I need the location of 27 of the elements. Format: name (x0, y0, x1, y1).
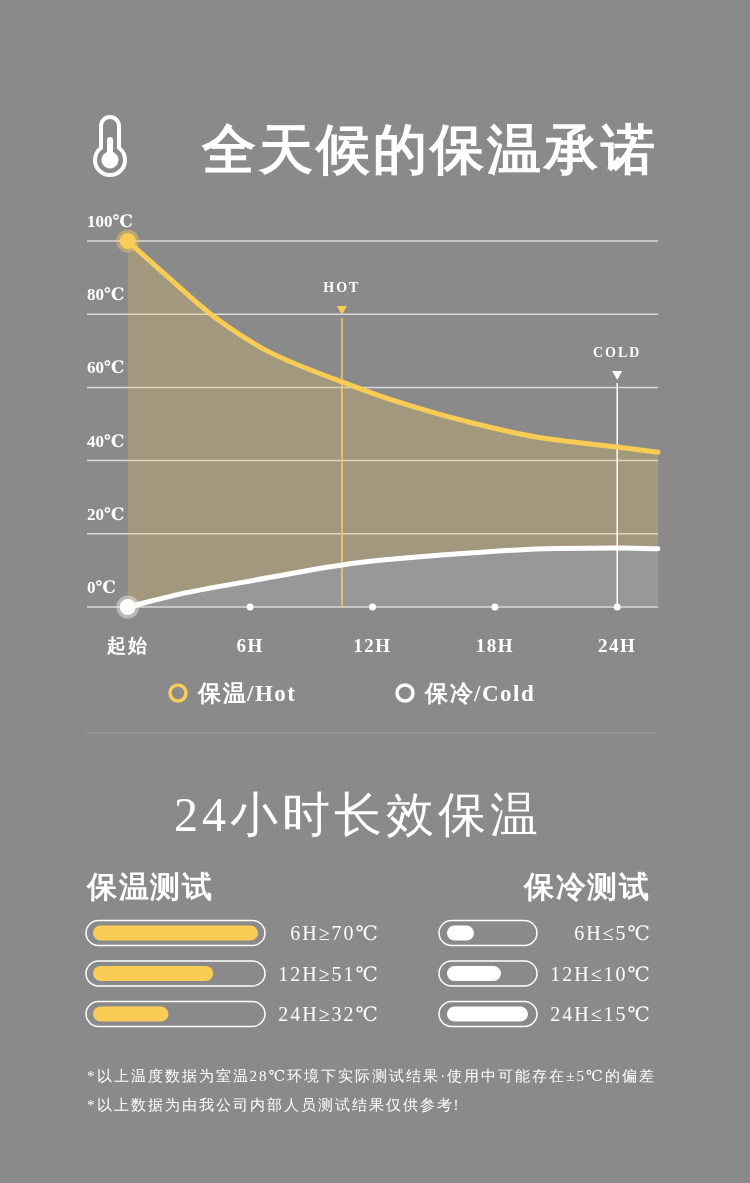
annotation: 24小时长效保温 (174, 788, 542, 841)
annotation: *以上温度数据为室温28℃环境下实际测试结果·使用中可能存在±5℃的偏差 (87, 1068, 656, 1084)
y-tick-label: 80℃ (87, 285, 125, 305)
value-label: 6H≥70℃ (290, 922, 380, 944)
ref-line-label: HOT (323, 279, 361, 295)
legend-label: 保冷/Cold (425, 681, 536, 706)
value-label: 12H≤10℃ (550, 962, 652, 985)
value-label: 12H≥51℃ (278, 962, 380, 985)
value-label: 6H≤5℃ (574, 922, 652, 944)
y-tick-label: 40℃ (87, 431, 125, 451)
value-label: 24H≥32℃ (278, 1003, 380, 1025)
x-tick-label: 12H (353, 635, 392, 656)
y-tick-label: 100℃ (87, 212, 133, 231)
title: 保温测试 (87, 870, 213, 903)
legend-label: 保温/Hot (198, 681, 297, 706)
y-tick-label: 20℃ (87, 504, 125, 524)
title: 全天候的保温承诺 (202, 120, 658, 180)
ref-line-label: COLD (593, 345, 642, 361)
annotation: *以上数据为由我公司内部人员测试结果仅供参考! (87, 1097, 461, 1113)
x-tick-label: 18H (475, 635, 514, 656)
x-tick-label: 起始 (107, 635, 149, 656)
x-tick-label: 6H (236, 635, 264, 656)
y-tick-label: 0℃ (87, 578, 116, 597)
x-tick-label: 24H (598, 635, 637, 656)
value-label: 24H≤15℃ (550, 1003, 652, 1025)
y-tick-label: 60℃ (87, 358, 125, 378)
title: 保冷测试 (524, 870, 650, 903)
